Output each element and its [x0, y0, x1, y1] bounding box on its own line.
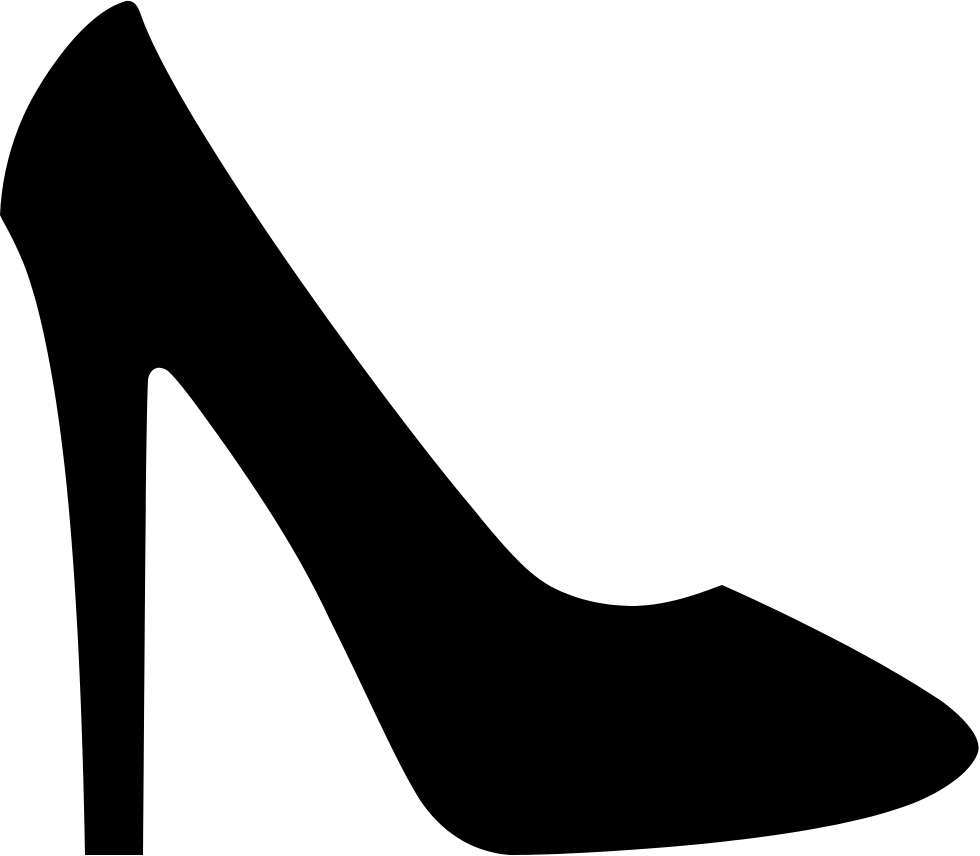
shoe-silhouette — [0, 0, 979, 855]
high-heel-shoe-icon — [0, 0, 979, 855]
